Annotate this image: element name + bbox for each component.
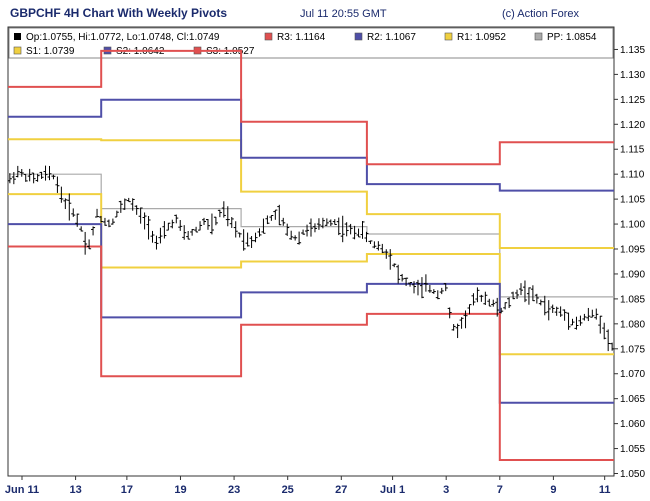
chart-title: GBPCHF 4H Chart With Weekly Pivots [10,6,228,20]
y-tick-label: 1.135 [620,45,645,56]
legend-label-pp: PP: 1.0854 [547,32,597,43]
legend-swatch-s1 [13,46,22,55]
chart-credit: (c) Action Forex [502,8,580,20]
ohlc-readout: Op:1.0755, Hi:1.0772, Lo:1.0748, Cl:1.07… [26,32,220,43]
y-tick-label: 1.080 [620,319,645,330]
y-tick-label: 1.130 [620,70,645,81]
y-tick-label: 1.060 [620,419,645,430]
legend-label-r3: R3: 1.1164 [277,32,326,43]
y-tick-label: 1.070 [620,369,645,380]
x-tick-label: 25 [282,484,294,496]
legend-swatch-r1 [444,32,453,41]
y-tick-label: 1.100 [620,220,645,231]
legend-swatch-r3 [264,32,273,41]
x-tick-label: 19 [174,484,186,496]
y-tick-label: 1.090 [620,269,645,280]
x-tick-label: 17 [121,484,133,496]
x-tick-label: 27 [335,484,347,496]
x-tick-label: 11 [599,484,611,496]
x-tick-label: 23 [228,484,240,496]
y-tick-label: 1.055 [620,444,645,455]
x-tick-label: 9 [550,484,556,496]
y-tick-label: 1.075 [620,344,645,355]
pivot-line-r2 [8,98,614,192]
y-tick-label: 1.115 [620,145,645,156]
legend-label-r1: R1: 1.0952 [457,32,506,43]
x-tick-label: 3 [443,484,449,496]
pivot-line-r1 [8,138,614,249]
x-tick-label: 7 [497,484,503,496]
ohlc-swatch [14,33,21,40]
x-tick-label: Jun 11 [5,484,39,496]
x-tick-label: 13 [69,484,81,496]
x-tick-label: Jul 1 [380,484,405,496]
legend-label-r2: R2: 1.1067 [367,32,416,43]
pivot-line-r3 [8,49,614,166]
plot-frame [7,26,615,477]
y-tick-label: 1.120 [620,120,645,131]
legend-label-s1: S1: 1.0739 [26,46,75,57]
y-tick-label: 1.065 [620,394,645,405]
y-tick-label: 1.110 [620,170,645,181]
y-tick-label: 1.105 [620,195,645,206]
pivot-line-s3 [8,245,614,461]
legend-swatch-r2 [354,32,363,41]
y-tick-label: 1.085 [620,294,645,305]
y-tick-label: 1.125 [620,95,645,106]
legend-swatch-pp [534,32,543,41]
y-tick-label: 1.095 [620,245,645,256]
chart-timestamp: Jul 11 20:55 GMT [300,8,387,20]
y-tick-label: 1.050 [620,469,645,480]
